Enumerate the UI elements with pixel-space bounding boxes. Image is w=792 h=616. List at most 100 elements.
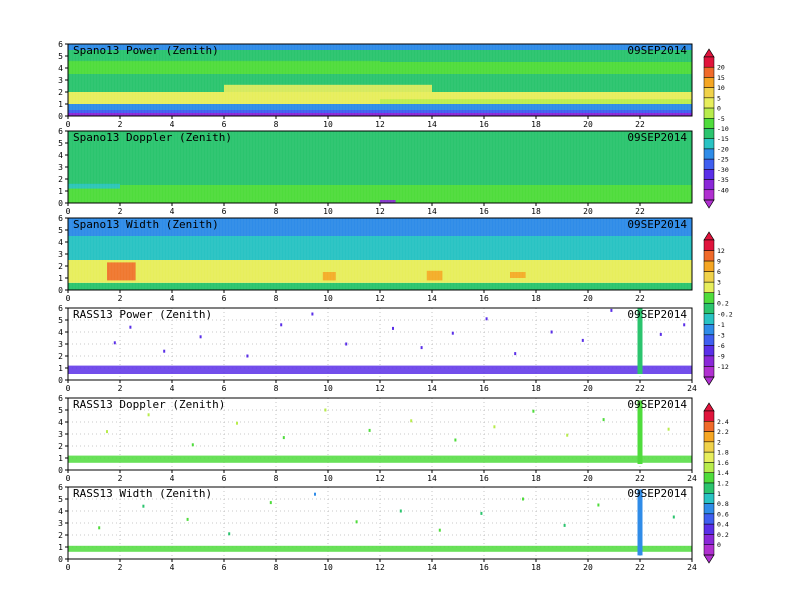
x-tick-label: 14 [427,384,437,393]
y-tick-label: 0 [58,199,63,208]
colorbar-label: 1.2 [717,480,729,488]
colorbar-segment [703,260,715,272]
y-tick-label: 2 [58,175,63,184]
y-tick-label: 6 [58,40,63,49]
scatter-point [106,430,108,434]
scatter-point [236,421,238,425]
y-tick-label: 2 [58,88,63,97]
y-tick-label: 4 [58,418,63,427]
scatter-point [282,436,285,440]
colorbar-segment [703,513,715,525]
x-tick-label: 18 [531,294,541,303]
scatter-point [324,408,327,412]
colorbar-label: 1 [717,490,721,498]
colorbar-segment [703,189,715,201]
colorbar-segment [703,271,715,283]
colorbar-segment [703,451,715,463]
x-tick-label: 12 [375,474,385,483]
x-tick-label: 12 [375,563,385,572]
x-tick-label: 22 [635,207,645,216]
rass-main-band [68,545,692,552]
x-tick-label: 2 [118,294,123,303]
y-tick-label: 0 [58,376,63,385]
scatter-point [420,346,423,350]
colorbar-label: 12 [717,247,725,255]
scatter-point [480,511,483,515]
y-tick-label: 5 [58,406,63,415]
y-tick-label: 2 [58,442,63,451]
panel-title: Spano13 Doppler (Zenith) [73,131,232,144]
heatmap-band [68,185,692,203]
x-tick-label: 22 [635,294,645,303]
scatter-point [563,523,566,527]
colorbar-segment [703,77,715,88]
scatter-point [659,332,662,336]
colorbar-label: 2.4 [717,418,729,426]
x-tick-label: 16 [479,474,489,483]
x-tick-label: 22 [635,384,645,393]
rass-column [637,400,643,464]
y-tick-label: 5 [58,495,63,504]
y-tick-label: 3 [58,340,63,349]
x-tick-label: 4 [170,294,175,303]
x-tick-label: 22 [635,120,645,129]
x-tick-label: 14 [427,294,437,303]
colorbar-segment [703,441,715,453]
heatmap-feature [107,262,136,281]
scatter-point [228,532,231,536]
colorbar-segment [703,421,715,432]
scatter-point [163,349,166,353]
y-tick-label: 3 [58,430,63,439]
x-tick-label: 18 [531,563,541,572]
x-tick-label: 0 [66,294,71,303]
y-tick-label: 4 [58,238,63,247]
x-tick-label: 6 [222,384,227,393]
colorbar-label: -12 [717,363,729,371]
x-tick-label: 4 [170,384,175,393]
colorbar-label: 15 [717,74,725,82]
colorbar-segment [703,324,715,336]
y-tick-label: 5 [58,316,63,325]
colorbar-label: 2.2 [717,428,729,436]
colorbar-segment [703,472,715,484]
y-tick-label: 2 [58,352,63,361]
panel-title: RASS13 Power (Zenith) [73,308,212,321]
colorbar-segment [703,345,715,357]
colorbar-segment [703,431,715,443]
scatter-point [355,520,358,524]
heatmap-feature [510,272,526,278]
scatter-point [550,330,553,334]
x-tick-label: 2 [118,563,123,572]
scatter-point [399,509,402,513]
colorbar-segment [703,462,715,473]
x-tick-label: 10 [323,207,333,216]
panel-title: Spano13 Power (Zenith) [73,44,219,57]
y-tick-label: 5 [58,52,63,61]
colorbar-label: -30 [717,166,729,174]
colorbar-segment [703,148,715,160]
colorbar-width: 12 9 6 3 1 0.2 -0.2 -1 -3 -6 -9 -12 [703,231,733,386]
colorbar-segment [703,482,715,494]
x-tick-label: 10 [323,474,333,483]
y-tick-label: 4 [58,151,63,160]
y-tick-label: 1 [58,454,63,463]
heatmap-band [68,131,692,185]
scatter-point [683,323,686,327]
panel-date: 09SEP2014 [627,218,687,231]
colorbar-label: 3 [717,279,721,287]
colorbar-segment [703,138,715,150]
x-tick-label: 2 [118,474,123,483]
x-tick-label: 8 [274,474,279,483]
x-tick-label: 16 [479,207,489,216]
y-tick-label: 3 [58,163,63,172]
scatter-point [493,425,496,429]
scatter-point [311,312,314,316]
heatmap-band [68,104,692,110]
colorbar-segment [703,503,715,515]
colorbar-arrow-top [703,402,715,412]
x-tick-label: 12 [375,384,385,393]
y-tick-label: 6 [58,483,63,492]
scatter-point [438,528,441,532]
